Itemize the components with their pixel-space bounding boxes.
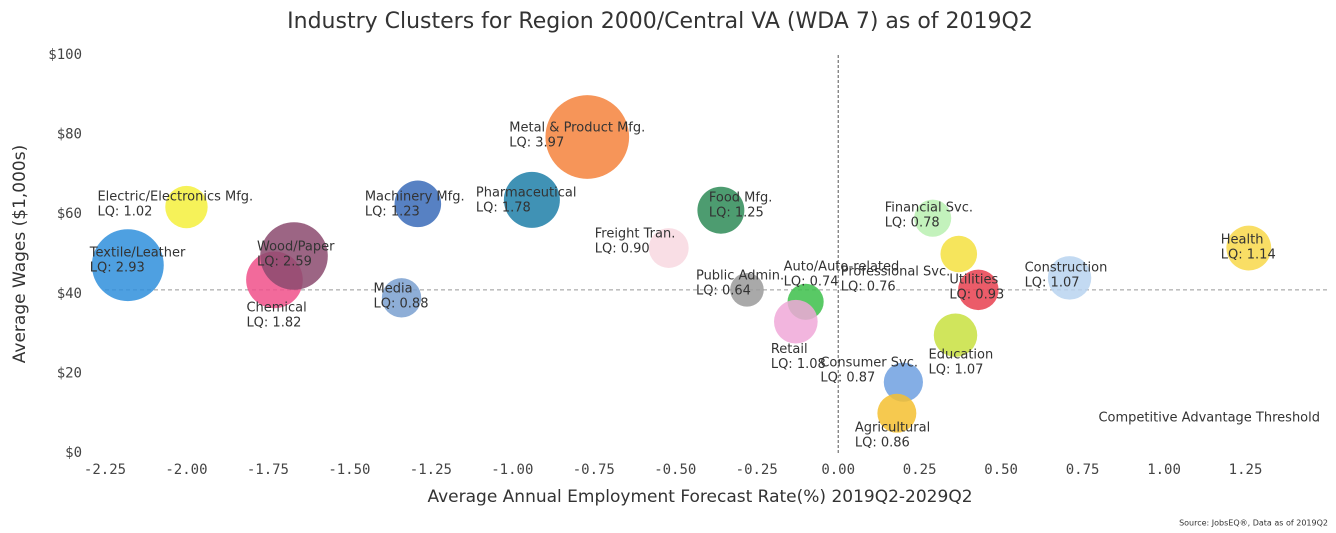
bubble — [940, 235, 978, 273]
bubble — [260, 222, 328, 290]
bubble — [914, 199, 952, 237]
x-tick-label: -2.25 — [84, 462, 126, 478]
bubble-label: Professional Svc. — [841, 265, 950, 280]
y-axis-label: Average Wages ($1,000s) — [10, 145, 30, 363]
x-tick-label: 0.75 — [1066, 462, 1100, 478]
data-label: LQ: 3.97 — [509, 135, 564, 150]
bubble — [545, 95, 630, 179]
bubble-label: Pharmaceutical — [476, 185, 577, 200]
bubble — [883, 362, 923, 402]
bubble-label: Media — [374, 281, 413, 296]
annotation: Competitive Advantage Threshold — [1098, 411, 1320, 426]
bubble-label: Health — [1221, 233, 1264, 248]
x-tick-label: -1.75 — [247, 462, 289, 478]
x-tick-label: -0.50 — [654, 462, 696, 478]
bubble — [730, 273, 764, 307]
y-tick-label: $40 — [57, 286, 82, 302]
y-tick-label: $0 — [65, 445, 82, 461]
data-label: LQ: 1.08 — [771, 357, 826, 372]
data-label: LQ: 1.25 — [709, 206, 764, 221]
bubble-label: Financial Svc. — [885, 201, 973, 216]
data-label: LQ: 1.14 — [1221, 248, 1276, 263]
x-tick-label: -1.25 — [410, 462, 452, 478]
data-label: LQ: 0.86 — [855, 436, 910, 451]
y-tick-label: $80 — [57, 127, 82, 143]
data-label: LQ: 0.74 — [784, 274, 839, 289]
data-label: LQ: 1.78 — [476, 200, 531, 215]
bubble — [165, 185, 208, 229]
bubble-label: Metal & Product Mfg. — [509, 120, 645, 135]
bubble-label: Construction — [1025, 260, 1108, 275]
data-label: LQ: 2.93 — [90, 261, 145, 276]
data-label: LQ: 0.87 — [820, 371, 875, 386]
x-tick-label: -2.00 — [165, 462, 207, 478]
bubble-label: Chemical — [246, 300, 306, 315]
x-tick-label: 0.25 — [903, 462, 937, 478]
x-tick-label: 1.25 — [1229, 462, 1263, 478]
chart-title: Industry Clusters for Region 2000/Centra… — [287, 9, 1033, 34]
data-label: LQ: 0.88 — [374, 296, 429, 311]
bubble — [1047, 256, 1092, 300]
data-label: LQ: 1.02 — [97, 205, 152, 220]
bubble-label: Retail — [771, 342, 808, 357]
data-label: LQ: 0.78 — [885, 216, 940, 231]
bubble-label: Public Admin. — [696, 268, 784, 283]
data-label: LQ: 0.64 — [696, 283, 751, 298]
x-tick-label: 1.00 — [1147, 462, 1181, 478]
data-label: LQ: 1.82 — [246, 315, 301, 330]
bubble — [394, 180, 442, 228]
data-label: LQ: 0.90 — [595, 242, 650, 257]
data-label: LQ: 1.07 — [929, 363, 984, 378]
bubble-label: Auto/Auto-related — [784, 259, 900, 274]
data-label: LQ: 0.76 — [841, 280, 896, 295]
bubble-label: Consumer Svc. — [820, 356, 918, 371]
bubble — [877, 393, 917, 433]
data-label: LQ: 1.07 — [1025, 275, 1080, 290]
bubble-label: Education — [929, 348, 994, 363]
data-label: LQ: 1.23 — [365, 204, 420, 219]
bubble-label: Textile/Leather — [89, 246, 186, 261]
x-axis-label: Average Annual Employment Forecast Rate(… — [427, 487, 972, 507]
bubble — [697, 186, 745, 234]
bubble-label: Utilities — [949, 272, 998, 287]
bubble — [381, 278, 422, 318]
bubble — [1226, 225, 1272, 271]
y-tick-label: $60 — [57, 206, 82, 222]
bubble — [774, 299, 818, 344]
x-tick-label: 0.50 — [984, 462, 1018, 478]
bubble-label: Wood/Paper — [257, 239, 335, 254]
x-tick-label: -1.50 — [328, 462, 370, 478]
bubble — [91, 229, 164, 302]
bubble-label: Agricultural — [855, 421, 930, 436]
y-tick-label: $100 — [48, 47, 82, 63]
bubble-label: Electric/Electronics Mfg. — [97, 190, 253, 205]
data-label: LQ: 0.93 — [949, 287, 1004, 302]
bubble — [503, 171, 560, 228]
source: Source: JobsEQ®, Data as of 2019Q2 — [1179, 519, 1328, 528]
bubble-label: Food Mfg. — [709, 191, 772, 206]
bubble-label: Freight Tran. — [595, 227, 676, 242]
x-tick-label: 0.00 — [821, 462, 855, 478]
bubble — [648, 228, 689, 268]
x-tick-label: -0.25 — [736, 462, 778, 478]
bubble — [933, 313, 978, 357]
x-tick-label: -1.00 — [491, 462, 533, 478]
bubble-label: Machinery Mfg. — [365, 189, 465, 204]
y-tick-label: $20 — [57, 365, 82, 381]
x-tick-label: -0.75 — [573, 462, 615, 478]
bubble — [958, 269, 999, 311]
data-label: LQ: 2.59 — [257, 254, 312, 269]
